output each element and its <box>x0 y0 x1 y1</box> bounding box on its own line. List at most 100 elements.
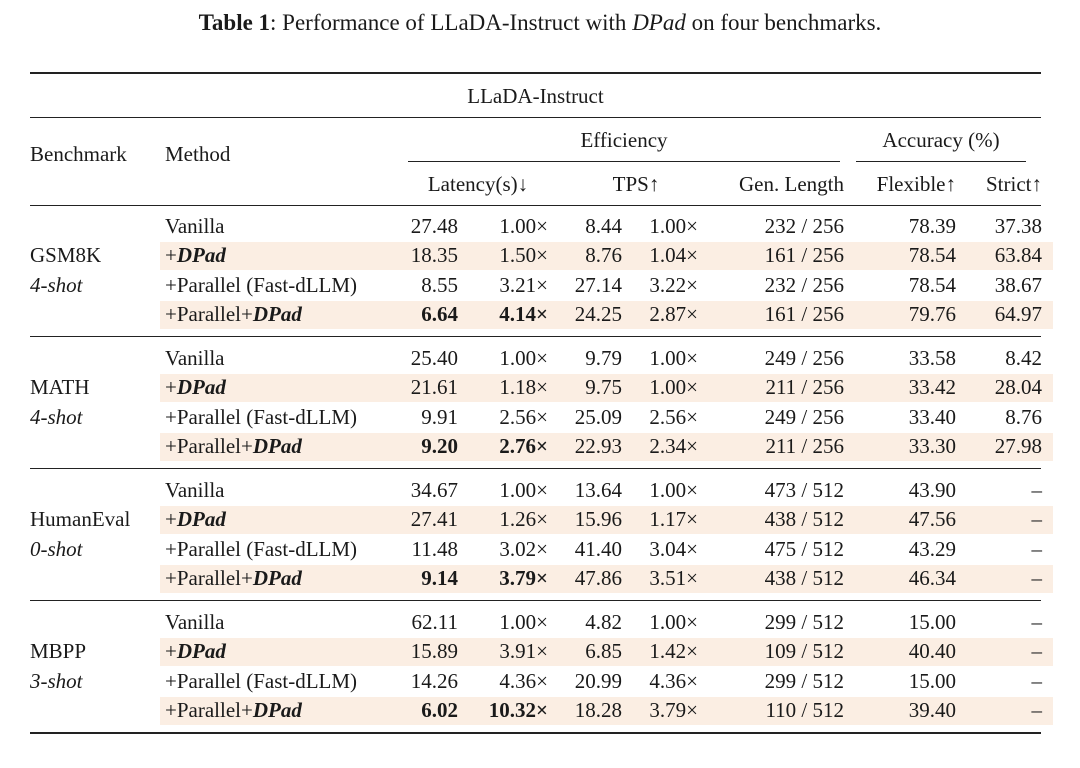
cell-tps-speed: 1.00× <box>649 478 698 502</box>
cell-flex: 33.42 <box>908 375 956 400</box>
bottom-rule <box>30 732 1041 735</box>
method-cell: +DPad <box>165 241 226 269</box>
cell-lat-speed: 1.26× <box>499 507 548 532</box>
cell-strict: – <box>1031 668 1043 693</box>
benchmark-shot: 3-shot <box>30 668 83 693</box>
benchmark-shot: 4-shot <box>30 272 83 297</box>
cell-tps: 8.76 <box>585 243 622 268</box>
cell-tps: 22.93 <box>574 433 622 458</box>
method-cell: Vanilla <box>165 478 225 502</box>
cell-latency: 14.26 <box>410 668 458 693</box>
cell-gen: 299 / 512 <box>764 668 844 693</box>
accuracy-rule <box>856 161 1026 162</box>
cell-flex: 78.39 <box>908 214 956 238</box>
gen-length-header: Gen. Length <box>739 172 844 196</box>
cell-strict: – <box>1031 639 1043 664</box>
cell-latency: 6.64 <box>421 301 458 326</box>
cell-flex: 46.34 <box>908 565 956 590</box>
method-cell: +Parallel+DPad <box>165 564 302 592</box>
method-cell: +Parallel+DPad <box>165 300 302 328</box>
cell-latency: 27.48 <box>410 214 458 238</box>
cell-flex: 47.56 <box>908 507 956 532</box>
cell-latency: 8.55 <box>421 272 458 297</box>
cell-gen: 161 / 256 <box>764 243 844 268</box>
cell-gen: 299 / 512 <box>764 610 844 634</box>
method-dpad: DPad <box>176 639 226 664</box>
cell-lat-speed: 3.91× <box>499 639 548 664</box>
cell-tps: 27.14 <box>574 272 622 297</box>
cell-lat-speed: 4.36× <box>499 668 548 693</box>
method-cell: +Parallel (Fast-dLLM) <box>165 272 358 297</box>
cell-flex: 78.54 <box>908 243 956 268</box>
caption-text-before: : Performance of LLaDA-Instruct with <box>270 10 633 35</box>
cell-latency: 34.67 <box>410 478 458 502</box>
cell-lat-speed: 3.02× <box>499 536 548 561</box>
cell-flex: 78.54 <box>908 272 956 297</box>
benchmark-name: HumanEval <box>30 507 131 532</box>
method-cell: +Parallel (Fast-dLLM) <box>165 668 358 693</box>
cell-tps-speed: 1.00× <box>649 214 698 238</box>
cell-latency: 9.20 <box>421 433 458 458</box>
cell-tps-speed: 1.42× <box>649 639 698 664</box>
cell-lat-speed: 3.21× <box>499 272 548 297</box>
cell-tps-speed: 3.04× <box>649 536 698 561</box>
cell-lat-speed: 4.14× <box>499 301 548 326</box>
cell-tps: 18.28 <box>574 697 622 722</box>
cell-strict: 63.84 <box>994 243 1042 268</box>
method-prefix: +Parallel+ <box>165 433 253 458</box>
table-caption: Table 1: Performance of LLaDA-Instruct w… <box>0 10 1080 36</box>
method-cell: +Parallel (Fast-dLLM) <box>165 404 358 429</box>
model-rule <box>30 117 1041 118</box>
cell-strict: 64.97 <box>994 301 1042 326</box>
method-prefix: + <box>165 507 177 532</box>
row-highlight <box>160 696 1053 725</box>
cell-tps-speed: 1.04× <box>649 243 698 268</box>
method-cell: Vanilla <box>165 610 225 634</box>
method-cell: +Parallel+DPad <box>165 696 302 724</box>
header-rule <box>30 205 1041 206</box>
cell-tps-speed: 1.00× <box>649 346 698 370</box>
group-rule <box>30 600 1041 602</box>
cell-gen: 232 / 256 <box>764 214 844 238</box>
caption-text-after: on four benchmarks. <box>685 10 882 35</box>
cell-tps: 9.79 <box>585 346 622 370</box>
method-prefix: +Parallel+ <box>165 301 253 326</box>
cell-gen: 438 / 512 <box>764 565 844 590</box>
row-highlight <box>160 638 1053 667</box>
cell-strict: 28.04 <box>994 375 1042 400</box>
method-cell: +DPad <box>165 637 226 665</box>
method-dpad: DPad <box>176 243 226 268</box>
cell-lat-speed: 2.56× <box>499 404 548 429</box>
accuracy-header: Accuracy (%) <box>882 128 1000 152</box>
row-highlight <box>160 374 1053 403</box>
cell-gen: 211 / 256 <box>765 433 844 458</box>
benchmark-name: MBPP <box>30 639 87 664</box>
cell-flex: 33.40 <box>908 404 956 429</box>
cell-lat-speed: 1.00× <box>499 214 548 238</box>
cell-flex: 15.00 <box>908 668 956 693</box>
method-prefix: + <box>165 243 177 268</box>
cell-flex: 15.00 <box>908 610 956 634</box>
cell-gen: 249 / 256 <box>764 404 844 429</box>
cell-gen: 249 / 256 <box>764 346 844 370</box>
tps-header: TPS↑ <box>612 172 660 196</box>
model-header: LLaDA-Instruct <box>467 84 604 108</box>
cell-lat-speed: 1.00× <box>499 478 548 502</box>
cell-flex: 33.58 <box>908 346 956 370</box>
cell-latency: 15.89 <box>410 639 458 664</box>
method-cell: +Parallel+DPad <box>165 432 302 460</box>
cell-tps: 6.85 <box>585 639 622 664</box>
cell-strict: 38.67 <box>994 272 1042 297</box>
cell-tps: 41.40 <box>574 536 622 561</box>
method-header: Method <box>165 142 231 166</box>
cell-lat-speed: 1.18× <box>499 375 548 400</box>
latency-header: Latency(s)↓ <box>427 172 529 196</box>
cell-lat-speed: 10.32× <box>488 697 548 722</box>
cell-tps: 25.09 <box>574 404 622 429</box>
row-highlight <box>160 564 1053 593</box>
cell-latency: 11.48 <box>411 536 458 561</box>
cell-tps-speed: 1.00× <box>649 610 698 634</box>
method-cell: +Parallel (Fast-dLLM) <box>165 536 358 561</box>
cell-flex: 39.40 <box>908 697 956 722</box>
